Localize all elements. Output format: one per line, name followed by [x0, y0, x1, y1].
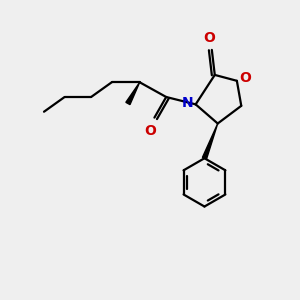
- Text: N: N: [182, 96, 193, 110]
- Polygon shape: [126, 82, 140, 105]
- Text: O: O: [239, 71, 251, 85]
- Polygon shape: [202, 124, 218, 159]
- Text: O: O: [203, 31, 215, 45]
- Text: O: O: [144, 124, 156, 138]
